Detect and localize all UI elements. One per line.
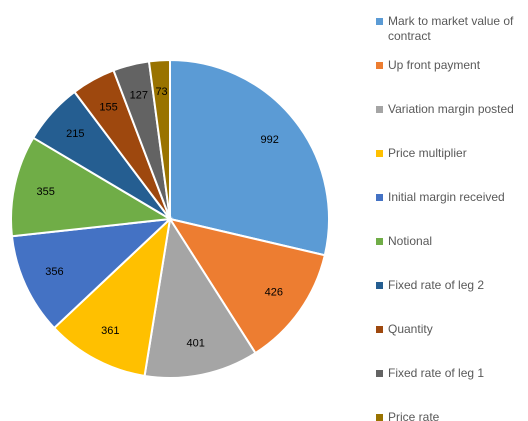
data-label: 155 [99,102,117,114]
data-label: 426 [265,286,283,298]
legend-swatch [376,194,383,201]
legend-label: Up front payment [388,58,481,72]
legend-swatch [376,62,383,69]
legend-label: Variation margin posted [388,102,514,116]
data-label: 127 [130,90,148,102]
legend-label: Initial margin received [388,190,505,204]
legend-swatch [376,326,383,333]
legend-label: Fixed rate of leg 1 [388,366,485,380]
legend-item: Fixed rate of leg 2 [376,278,526,293]
legend-swatch [376,238,383,245]
legend-swatch [376,18,383,25]
data-label: 355 [37,186,55,198]
data-label: 215 [66,128,84,140]
legend-swatch [376,106,383,113]
pie-slice [143,216,257,379]
legend-label: Fixed rate of leg 2 [388,278,485,292]
legend-label: Price multiplier [388,146,467,160]
legend-swatch [376,282,383,289]
data-label: 356 [45,266,63,278]
legend-item: Price rate [376,410,526,421]
pie-slice [167,217,327,355]
legend-label: Price rate [388,410,440,421]
legend-item: Fixed rate of leg 1 [376,366,526,381]
pie-area: 992 426 401 361 356 355 215 155 127 73 [10,58,330,379]
pie-slice [10,217,173,330]
legend-item: Initial margin received [376,190,526,205]
pie-slice [169,58,330,257]
pie-slice [10,136,174,238]
legend-item: Up front payment [376,58,526,73]
legend-label: Mark to market value of contract [388,14,514,43]
legend-label: Notional [388,234,433,248]
legend-swatch [376,150,383,157]
legend-item: Price multiplier [376,146,526,161]
legend-item: Variation margin posted [376,102,526,117]
legend-swatch [376,370,383,377]
pie-slice [52,216,172,378]
legend-label: Quantity [388,322,433,336]
data-label: 73 [155,86,167,98]
pie-slice [147,58,171,220]
data-label: 401 [187,337,205,349]
legend-item: Quantity [376,322,526,337]
data-label: 992 [260,134,278,146]
legend-item: Notional [376,234,526,249]
legend-swatch [376,414,383,421]
legend-item: Mark to market value of contract [376,14,526,44]
data-label: 361 [101,325,119,337]
